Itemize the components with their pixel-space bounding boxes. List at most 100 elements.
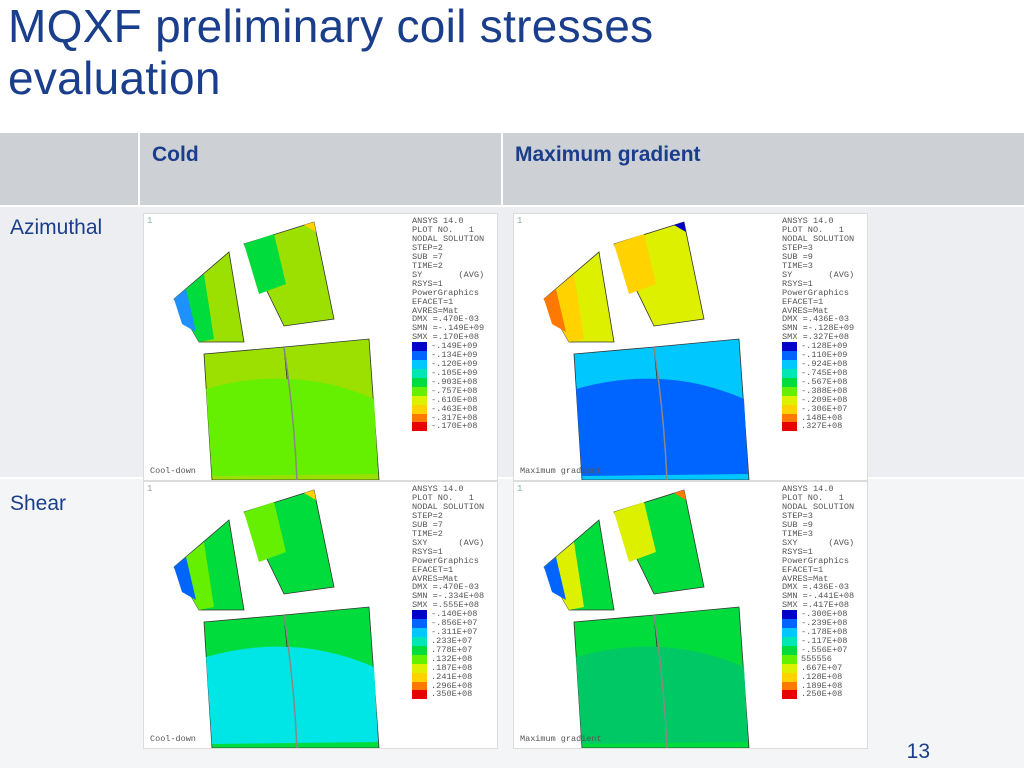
legend-label: .189E+08 bbox=[801, 680, 843, 691]
legend-swatch bbox=[412, 359, 427, 369]
window-number: 1 bbox=[517, 216, 523, 226]
info-line: PLOT NO. 1 bbox=[412, 224, 474, 235]
legend-label: -.149E+09 bbox=[431, 341, 478, 351]
title-line-2: evaluation bbox=[8, 52, 221, 104]
info-line: SMN =-.334E+08 bbox=[412, 591, 485, 602]
legend-swatch bbox=[412, 413, 427, 423]
legend-labels: -.149E+09 -.134E+09 -.120E+09 -.105E+09 -.90… bbox=[431, 342, 477, 431]
info-line: EFACET=1 bbox=[412, 564, 454, 575]
legend-label: -.745E+08 bbox=[801, 367, 848, 378]
legend-label: -.903E+08 bbox=[431, 376, 478, 387]
plot-footer-label: Cool-down bbox=[150, 734, 196, 744]
legend-swatch bbox=[412, 690, 427, 700]
info-line: SUB =7 bbox=[412, 519, 443, 530]
legend-label: .250E+08 bbox=[801, 689, 843, 700]
ansys-info-block: ANSYS 14.0 PLOT NO. 1 NODAL SOLUTION STEP=3… bbox=[782, 485, 854, 610]
legend-label: -.110E+09 bbox=[801, 349, 848, 360]
header-cold-label: Cold bbox=[152, 143, 199, 166]
legend-label: -.388E+08 bbox=[801, 385, 848, 396]
info-line: SXY (AVG) bbox=[782, 537, 855, 548]
legend-swatch bbox=[412, 672, 427, 682]
legend-swatch bbox=[412, 350, 427, 360]
legend-labels: -.140E+08 -.856E+07 -.311E+07.233E+07.778E… bbox=[431, 610, 477, 699]
legend-label: .778E+07 bbox=[431, 644, 473, 655]
legend-label: .128E+08 bbox=[801, 671, 843, 682]
fea-contour-drawing bbox=[543, 489, 750, 748]
info-line: ANSYS 14.0 bbox=[412, 216, 464, 226]
contour-region bbox=[544, 557, 566, 600]
info-line: TIME=3 bbox=[782, 528, 813, 539]
contour-region bbox=[304, 222, 316, 232]
info-line: STEP=3 bbox=[782, 242, 813, 253]
legend-label: .187E+08 bbox=[431, 662, 473, 673]
info-line: DMX =.470E-03 bbox=[412, 314, 480, 325]
plot-azimuthal-max-gradient: 1 ANSYS 14.0 PLOT NO. 1 NODAL SOLUTION STEP=… bbox=[513, 213, 868, 481]
row-label-shear: Shear bbox=[10, 492, 67, 515]
info-line: DMX =.436E-03 bbox=[782, 314, 850, 325]
info-line: NODAL SOLUTION bbox=[412, 233, 485, 244]
info-line: PowerGraphics bbox=[412, 287, 480, 298]
info-line: DMX =.436E-03 bbox=[782, 582, 850, 593]
legend-swatch bbox=[782, 681, 797, 691]
info-line: SMX =.170E+08 bbox=[412, 332, 480, 343]
plot-footer-label: Maximum gradient bbox=[520, 466, 602, 476]
fea-contour-drawing bbox=[543, 221, 750, 480]
legend-swatch bbox=[782, 690, 797, 700]
legend-swatch bbox=[412, 377, 427, 387]
legend-label: -.463E+08 bbox=[431, 403, 478, 414]
legend-swatch bbox=[412, 645, 427, 655]
contour-region bbox=[244, 502, 286, 562]
info-line: ANSYS 14.0 bbox=[782, 216, 834, 226]
legend-label: .241E+08 bbox=[431, 671, 473, 682]
info-line: RSYS=1 bbox=[782, 546, 813, 557]
legend-label: -.134E+09 bbox=[431, 349, 478, 360]
legend-label: .132E+08 bbox=[431, 653, 473, 664]
header-max-gradient-label: Maximum gradient bbox=[515, 143, 701, 166]
legend-swatch bbox=[782, 654, 797, 664]
fea-contour-drawing bbox=[173, 489, 380, 748]
legend-label: .233E+07 bbox=[431, 635, 473, 646]
legend-swatch bbox=[412, 636, 427, 646]
legend-swatch bbox=[412, 386, 427, 396]
contour-region bbox=[174, 557, 196, 600]
info-line: SUB =9 bbox=[782, 251, 813, 262]
legend-label: -.140E+08 bbox=[431, 609, 478, 619]
info-line: DMX =.470E-03 bbox=[412, 582, 480, 593]
legend-label: -.757E+08 bbox=[431, 385, 478, 396]
header-max-gradient: Maximum gradient bbox=[503, 133, 1024, 205]
legend-swatch bbox=[782, 627, 797, 637]
legend-swatch bbox=[412, 404, 427, 414]
legend-label: -.117E+08 bbox=[801, 635, 848, 646]
legend-swatch bbox=[782, 404, 797, 414]
legend-label: -.610E+08 bbox=[431, 394, 478, 405]
info-line: ANSYS 14.0 bbox=[412, 484, 464, 494]
info-line: TIME=2 bbox=[412, 260, 443, 271]
legend-label: .667E+07 bbox=[801, 662, 843, 673]
legend-swatch bbox=[782, 386, 797, 396]
legend-swatch bbox=[782, 359, 797, 369]
legend-label: .148E+08 bbox=[801, 412, 843, 423]
legend-label: -.311E+07 bbox=[431, 626, 478, 637]
page-number: 13 bbox=[906, 740, 930, 763]
info-line: SY (AVG) bbox=[412, 269, 485, 280]
info-line: SMN =-.128E+09 bbox=[782, 323, 855, 334]
info-line: PowerGraphics bbox=[782, 555, 850, 566]
legend-labels: -.300E+08 -.239E+08 -.178E+08 -.117E+08 -.55… bbox=[801, 610, 847, 699]
info-line: SMX =.417E+08 bbox=[782, 600, 850, 611]
ansys-info-block: ANSYS 14.0 PLOT NO. 1 NODAL SOLUTION STEP=2… bbox=[412, 217, 484, 342]
legend-swatch bbox=[782, 413, 797, 423]
info-line: PowerGraphics bbox=[412, 555, 480, 566]
info-line: STEP=2 bbox=[412, 242, 443, 253]
legend-swatch bbox=[782, 645, 797, 655]
legend-swatch bbox=[782, 350, 797, 360]
legend-label: -.209E+08 bbox=[801, 394, 848, 405]
info-line: SXY (AVG) bbox=[412, 537, 485, 548]
plot-azimuthal-cold: 1 ANSYS 14.0 PLOT NO. 1 NODAL SOLUTION STEP=… bbox=[143, 213, 498, 481]
contour-region bbox=[544, 289, 566, 332]
contour-region bbox=[244, 234, 286, 294]
fea-contour-drawing bbox=[173, 221, 380, 480]
legend-swatch bbox=[782, 672, 797, 682]
ansys-info-block: ANSYS 14.0 PLOT NO. 1 NODAL SOLUTION STEP=2… bbox=[412, 485, 484, 610]
info-line: ANSYS 14.0 bbox=[782, 484, 834, 494]
info-line: AVRES=Mat bbox=[412, 573, 459, 584]
